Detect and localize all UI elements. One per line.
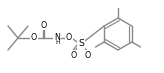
- Text: O: O: [41, 21, 47, 29]
- Text: O: O: [66, 34, 72, 42]
- Text: S: S: [78, 39, 84, 48]
- Text: O: O: [31, 34, 37, 42]
- Text: O: O: [71, 51, 77, 59]
- Text: H: H: [56, 41, 60, 45]
- Text: N: N: [54, 34, 60, 42]
- Text: O: O: [85, 51, 91, 59]
